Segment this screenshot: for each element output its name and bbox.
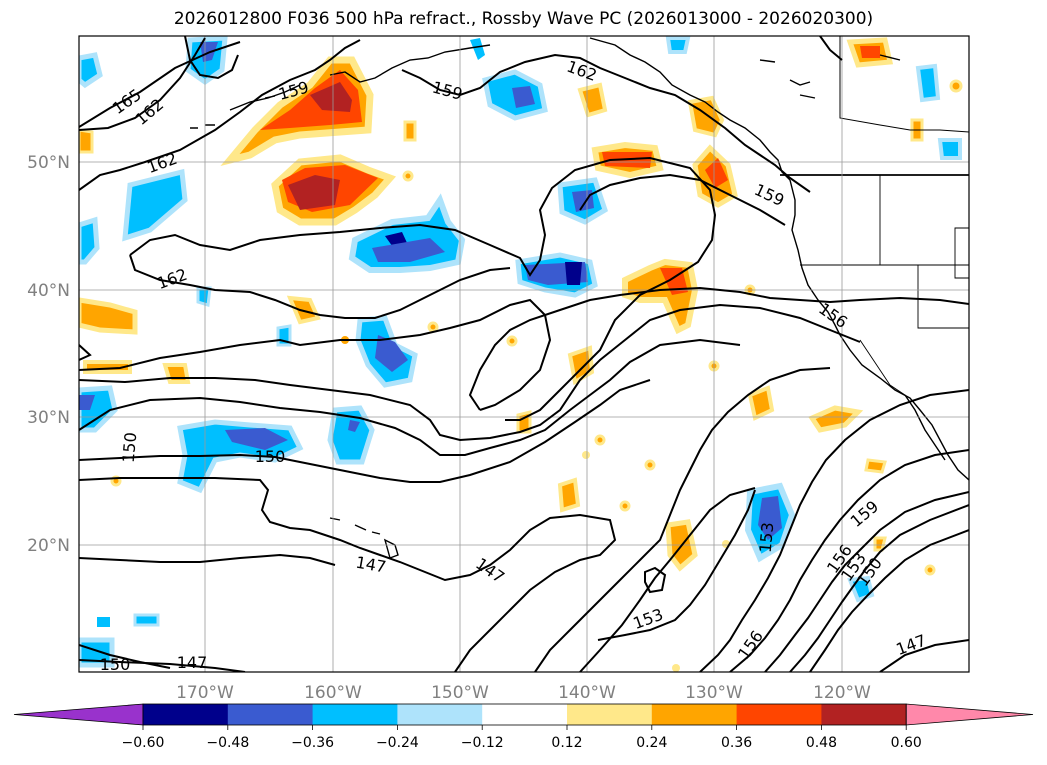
- colorbar-extend-min: [13, 703, 144, 726]
- lon-tick: 130°W: [685, 683, 743, 703]
- lon-tick: 150°W: [431, 683, 489, 703]
- colorbar-tick-label: 0.60: [891, 735, 922, 751]
- colorbar-swatch: [227, 704, 314, 725]
- colorbar-tick-label: 0.12: [551, 735, 582, 751]
- positive-anomaly-shading: [79, 37, 963, 672]
- colorbar-tick-label: −0.48: [206, 735, 249, 751]
- longitude-tick-labels: 170°W 160°W 150°W 140°W 130°W 120°W: [176, 683, 871, 703]
- colorbar-tick-label: −0.12: [461, 735, 504, 751]
- colorbar-frame: [142, 703, 907, 726]
- contour-label: 150: [119, 431, 141, 463]
- coastlines: [190, 36, 969, 559]
- colorbar: −0.60 −0.48 −0.36 −0.24 −0.12 0.12 0.24 0.36 0.4…: [13, 703, 1034, 751]
- colorbar-swatch: [397, 704, 483, 725]
- lat-tick: 30°N: [27, 408, 70, 428]
- map-title: 2026012800 F036 500 hPa refract., Rossby…: [173, 9, 874, 29]
- colorbar-swatch: [821, 704, 907, 725]
- lon-tick: 160°W: [304, 683, 362, 703]
- map-frame: [78, 35, 970, 673]
- lat-tick: 20°N: [27, 536, 70, 556]
- colorbar-tick-label: −0.24: [376, 735, 419, 751]
- lat-tick: 50°N: [27, 153, 70, 173]
- latitude-tick-labels: 50°N 40°N 30°N 20°N: [27, 153, 70, 556]
- colorbar-extend-max: [905, 703, 1034, 726]
- contour-label: 150: [255, 447, 286, 466]
- contour-label: 150: [100, 655, 131, 674]
- lon-tick: 120°W: [813, 683, 871, 703]
- colorbar-tick-label: −0.36: [291, 735, 334, 751]
- lon-tick: 140°W: [558, 683, 616, 703]
- colorbar-tick-label: 0.24: [636, 735, 667, 751]
- colorbar-swatch: [482, 704, 568, 725]
- colorbar-tick-label: 0.36: [721, 735, 752, 751]
- colorbar-tick-label: 0.48: [806, 735, 837, 751]
- map-area: [79, 36, 969, 672]
- colorbar-swatch: [736, 704, 822, 725]
- colorbar-swatch: [651, 704, 738, 725]
- colorbar-swatch: [567, 704, 653, 725]
- height-contours: [79, 36, 969, 672]
- contour-label: 153: [756, 521, 778, 553]
- colorbar-swatch: [143, 704, 229, 725]
- colorbar-swatch: [312, 704, 398, 725]
- lat-tick: 40°N: [27, 281, 70, 301]
- colorbar-tick-label: −0.60: [122, 735, 165, 751]
- lon-tick: 170°W: [176, 683, 234, 703]
- contour-label: 147: [177, 653, 208, 672]
